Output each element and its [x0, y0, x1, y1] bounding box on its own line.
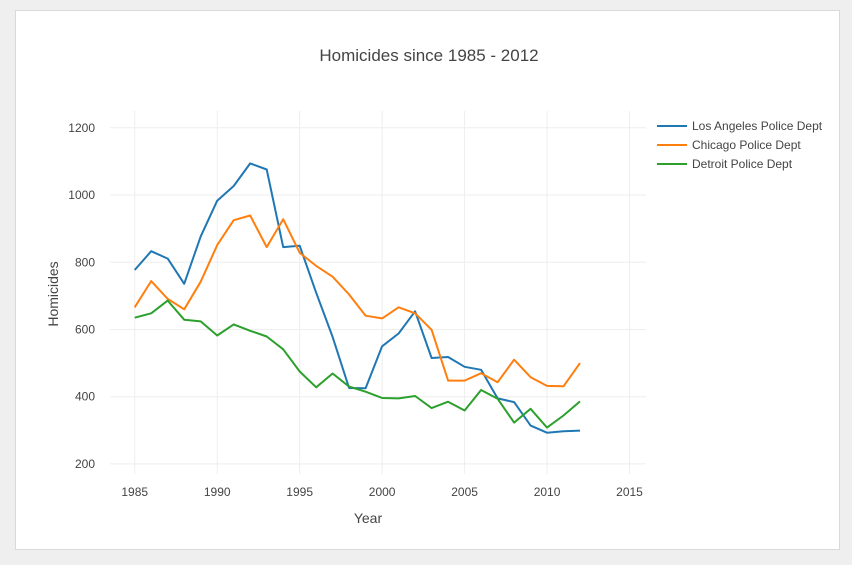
series-line-1	[133, 162, 581, 434]
y-axis-ticks: 200 400 600 800 1000 1200	[68, 121, 95, 471]
legend-label: Los Angeles Police Dept	[692, 119, 823, 133]
legend-item-2[interactable]: Chicago Police Dept	[657, 138, 801, 152]
x-axis-title: Year	[354, 510, 383, 526]
x-tick-label: 2000	[369, 485, 396, 499]
legend-label: Chicago Police Dept	[692, 138, 801, 152]
x-tick-label: 1995	[286, 485, 313, 499]
x-tick-label: 1990	[204, 485, 231, 499]
x-tick-label: 1985	[121, 485, 148, 499]
chart-title: Homicides since 1985 - 2012	[319, 46, 538, 65]
y-axis-title: Homicides	[45, 261, 61, 326]
x-axis-ticks: 1985 1990 1995 2000 2005 2010 2015	[121, 485, 643, 499]
legend: Los Angeles Police Dept Chicago Police De…	[657, 119, 823, 171]
line-chart: 1985 1990 1995 2000 2005 2010 2015 200 400 600 80…	[45, 46, 823, 526]
chart-panel: 1985 1990 1995 2000 2005 2010 2015 200 400 600 80…	[15, 10, 840, 550]
y-tick-label: 1200	[68, 121, 95, 135]
legend-label: Detroit Police Dept	[692, 157, 793, 171]
x-tick-label: 2010	[534, 485, 561, 499]
y-tick-label: 600	[75, 322, 95, 336]
y-tick-label: 200	[75, 457, 95, 471]
y-tick-label: 1000	[68, 188, 95, 202]
series-lines	[133, 162, 581, 434]
legend-item-3[interactable]: Detroit Police Dept	[657, 157, 793, 171]
x-tick-label: 2015	[616, 485, 643, 499]
x-tick-label: 2005	[451, 485, 478, 499]
series-line-2	[133, 214, 581, 388]
legend-item-1[interactable]: Los Angeles Police Dept	[657, 119, 823, 133]
series-line-3	[134, 299, 581, 429]
grid	[110, 111, 646, 474]
y-tick-label: 800	[75, 255, 95, 269]
y-tick-label: 400	[75, 390, 95, 404]
